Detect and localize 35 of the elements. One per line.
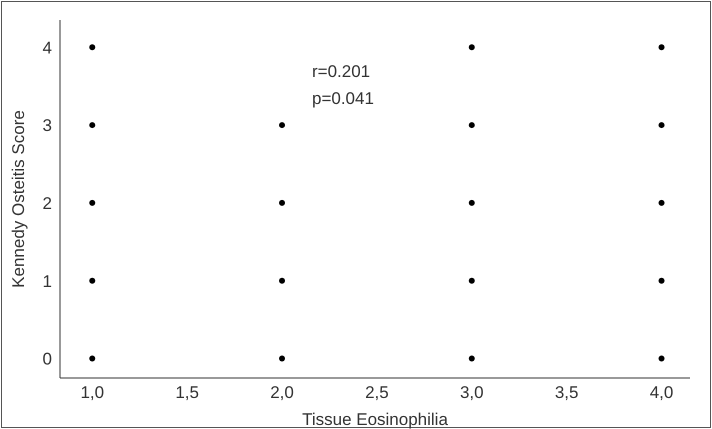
x-axis-title: Tissue Eosinophilia (302, 410, 448, 429)
point (468, 122, 475, 128)
point (89, 200, 96, 206)
x-tick-label: 1,0 (80, 383, 104, 402)
point (658, 44, 665, 50)
point (89, 278, 96, 284)
x-tick-label: 4,0 (650, 383, 674, 402)
x-tick-label: 1,5 (175, 383, 199, 402)
y-tick-label: 0 (42, 350, 52, 369)
point (658, 278, 665, 284)
point (468, 44, 475, 50)
x-tick-label: 3,0 (460, 383, 484, 402)
point (658, 122, 665, 128)
point (279, 122, 286, 128)
point (89, 122, 96, 128)
y-tick-label: 3 (42, 116, 52, 136)
y-tick-label: 4 (42, 38, 52, 58)
point (468, 356, 475, 362)
point (279, 278, 286, 284)
point (89, 356, 96, 362)
point (279, 200, 286, 206)
annotation: p=0.041 (312, 88, 374, 110)
point (468, 200, 475, 206)
y-tick-label: 1 (42, 272, 52, 291)
point (279, 356, 286, 362)
point (658, 200, 665, 206)
point (658, 356, 665, 362)
y-tick-label: 2 (42, 194, 52, 213)
x-tick-label: 2,5 (365, 383, 389, 402)
x-tick-label: 2,0 (270, 383, 294, 402)
point (89, 44, 96, 50)
x-tick-label: 3,5 (554, 383, 578, 402)
y-axis-title: Kennedy Osteitis Score (9, 110, 28, 288)
point (468, 278, 475, 284)
annotation: r=0.201 (312, 61, 372, 83)
